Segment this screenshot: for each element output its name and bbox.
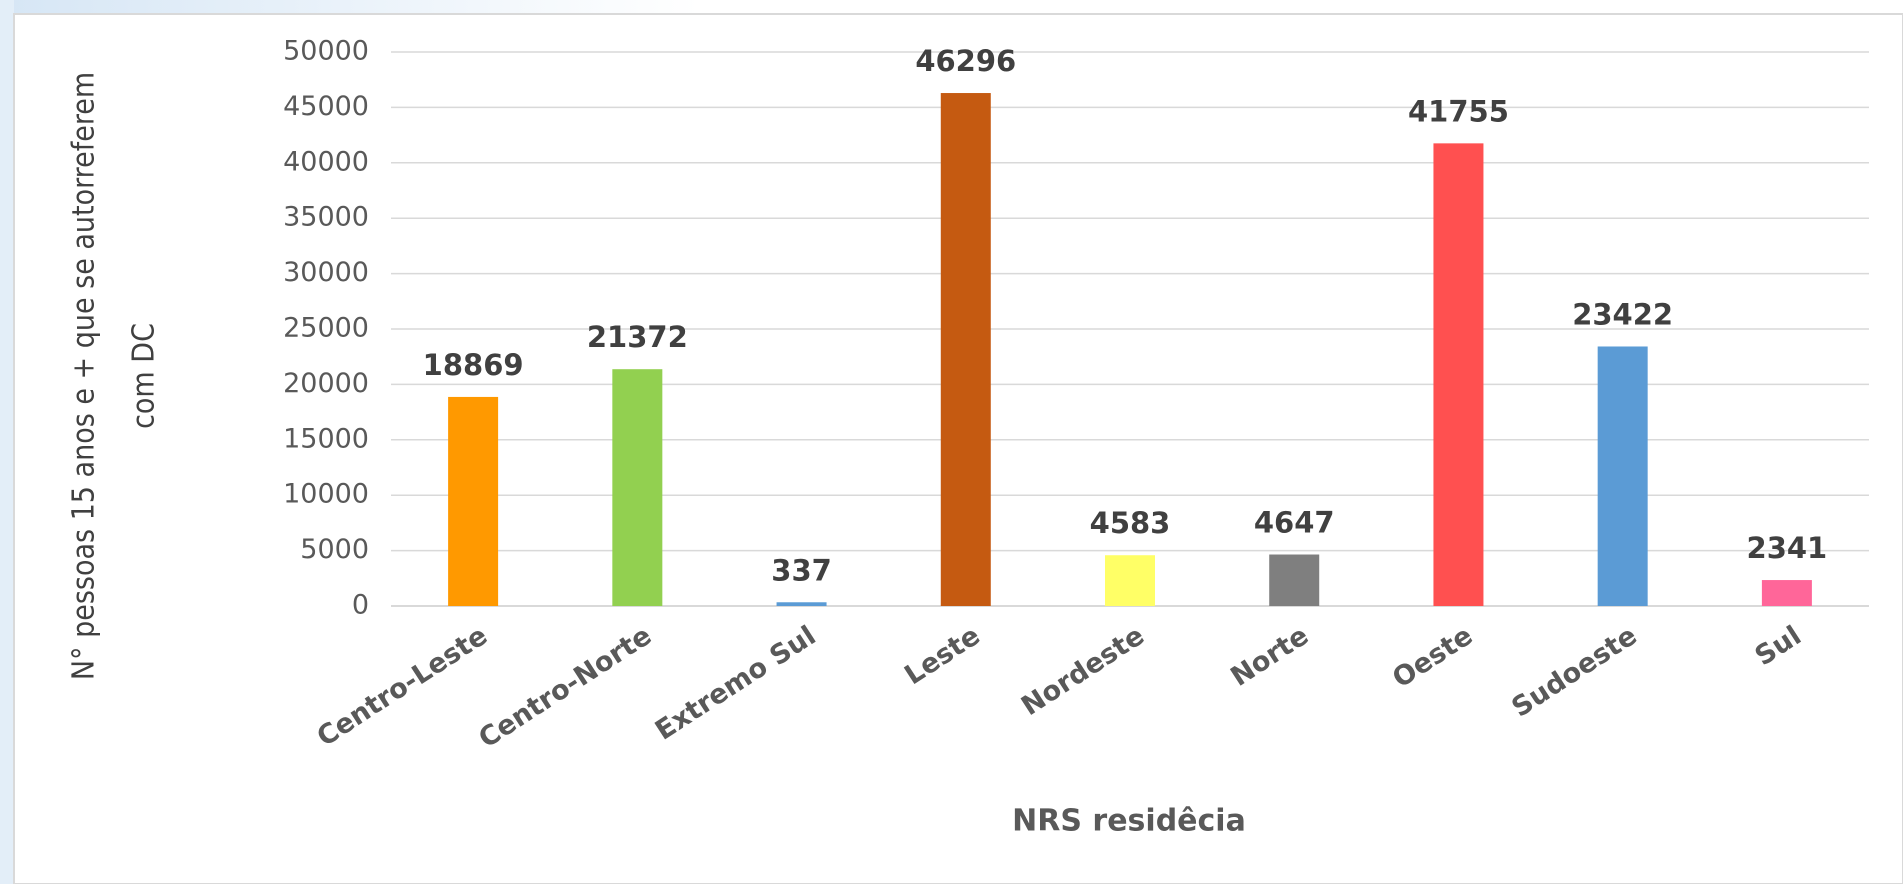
data-label: 23422 bbox=[1572, 297, 1673, 331]
y-tick-label: 30000 bbox=[283, 257, 369, 288]
data-label: 18869 bbox=[423, 348, 524, 382]
y-tick-label: 35000 bbox=[283, 202, 369, 233]
y-tick-label: 25000 bbox=[283, 313, 369, 344]
y-axis-title-line: com DC bbox=[127, 323, 162, 429]
data-label: 41755 bbox=[1408, 94, 1509, 128]
bar bbox=[1105, 555, 1155, 606]
y-tick-label: 15000 bbox=[283, 423, 369, 454]
y-tick-label: 45000 bbox=[283, 91, 369, 122]
bar bbox=[940, 93, 991, 606]
bar bbox=[1597, 346, 1648, 606]
y-tick-label: 20000 bbox=[283, 368, 369, 399]
data-label: 2341 bbox=[1747, 531, 1828, 565]
y-tick-label: 50000 bbox=[283, 36, 369, 67]
y-tick-label: 0 bbox=[352, 590, 369, 621]
bar bbox=[1433, 143, 1484, 606]
bar bbox=[1761, 580, 1812, 606]
data-label: 21372 bbox=[587, 320, 688, 354]
bar bbox=[776, 602, 827, 606]
data-label: 337 bbox=[771, 553, 832, 587]
data-label: 46296 bbox=[915, 44, 1016, 78]
data-label: 4583 bbox=[1090, 506, 1171, 540]
y-tick-label: 10000 bbox=[283, 479, 369, 510]
y-axis-title: N° pessoas 15 anos e + que se autorrefer… bbox=[67, 72, 162, 680]
data-label: 4647 bbox=[1254, 506, 1335, 540]
bar bbox=[1269, 554, 1320, 606]
y-tick-label: 5000 bbox=[300, 534, 369, 565]
x-axis-title: NRS residêcia bbox=[1012, 804, 1246, 839]
bar bbox=[612, 369, 663, 606]
decor bbox=[0, 0, 14, 884]
y-axis-title-line: N° pessoas 15 anos e + que se autorrefer… bbox=[67, 72, 102, 680]
bar bbox=[448, 396, 499, 606]
y-tick-label: 40000 bbox=[283, 146, 369, 177]
decor bbox=[0, 0, 700, 14]
